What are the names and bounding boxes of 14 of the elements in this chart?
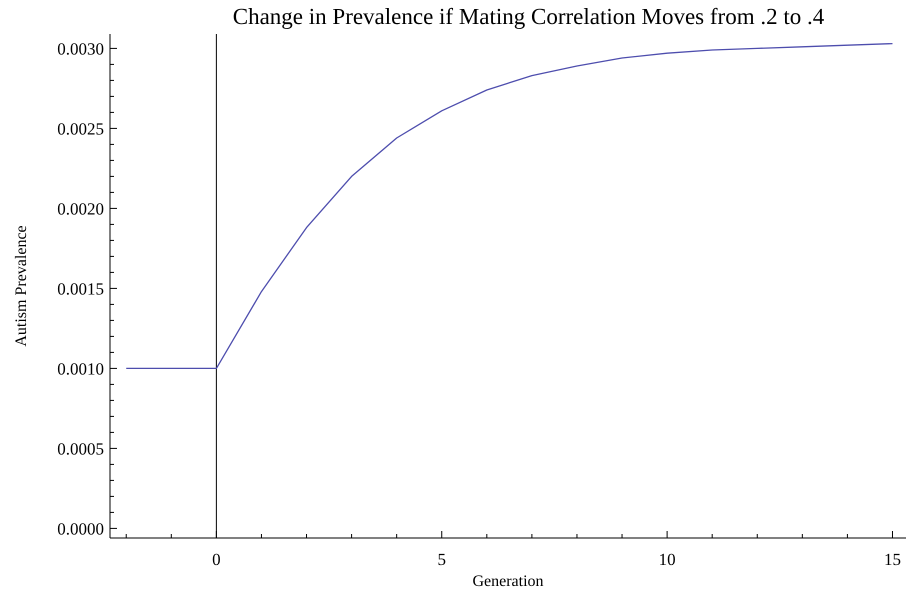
x-axis-title: Generation xyxy=(472,573,544,590)
y-tick-label: 0.0030 xyxy=(57,39,104,58)
y-tick-label: 0.0010 xyxy=(57,359,104,378)
y-axis-title: Autism Prevalence xyxy=(13,225,30,347)
y-tick-label: 0.0005 xyxy=(57,439,104,458)
y-tick-label: 0.0020 xyxy=(57,199,104,218)
y-tick-label: 0.0000 xyxy=(57,519,104,538)
x-tick-label: 0 xyxy=(212,550,221,569)
x-tick-label: 5 xyxy=(437,550,446,569)
y-tick-label: 0.0025 xyxy=(57,119,104,138)
x-tick-label: 15 xyxy=(884,550,901,569)
x-tick-label: 10 xyxy=(658,550,676,569)
y-tick-label: 0.0015 xyxy=(57,279,104,298)
chart-title: Change in Prevalence if Mating Correlation Moves from .2 to .4 xyxy=(232,4,825,29)
